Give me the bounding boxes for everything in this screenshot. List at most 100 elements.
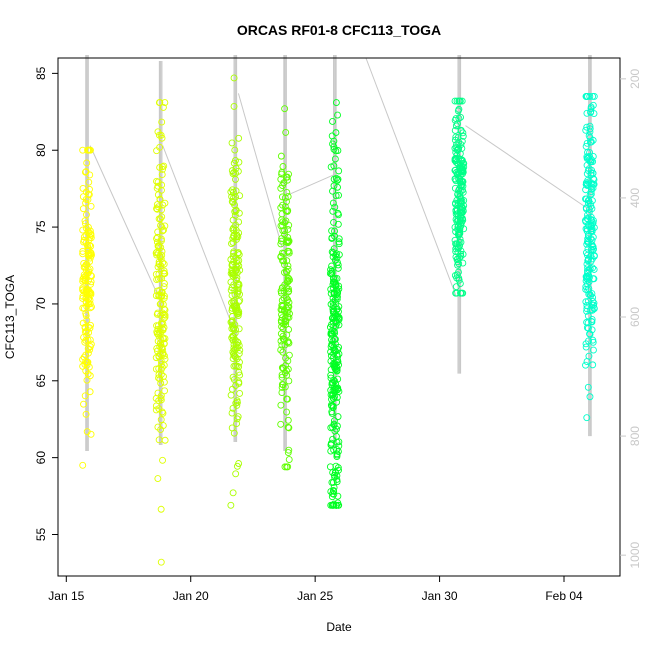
data-point bbox=[282, 128, 290, 136]
data-point bbox=[332, 501, 340, 509]
data-point bbox=[452, 210, 460, 218]
data-point bbox=[79, 461, 87, 469]
data-point bbox=[590, 180, 598, 188]
y2-tick-label: 600 bbox=[628, 307, 642, 327]
data-point bbox=[278, 371, 286, 379]
data-point bbox=[327, 270, 335, 278]
data-point bbox=[160, 260, 168, 268]
data-point bbox=[160, 373, 167, 380]
data-point bbox=[228, 321, 236, 329]
data-point bbox=[85, 268, 93, 276]
data-point bbox=[285, 446, 293, 454]
data-point bbox=[589, 136, 597, 144]
data-point bbox=[83, 159, 91, 167]
data-point bbox=[284, 288, 292, 296]
data-point bbox=[284, 225, 292, 233]
data-point bbox=[283, 173, 291, 181]
data-point bbox=[228, 260, 236, 268]
data-point bbox=[155, 242, 163, 250]
data-point bbox=[453, 141, 460, 149]
data-point bbox=[83, 294, 91, 302]
data-point bbox=[235, 379, 243, 387]
data-point bbox=[153, 248, 161, 256]
data-point bbox=[156, 215, 164, 223]
data-point bbox=[458, 204, 466, 212]
data-point bbox=[588, 197, 596, 205]
data-point bbox=[456, 280, 464, 287]
chart-title: ORCAS RF01-8 CFC113_TOGA bbox=[237, 22, 441, 38]
data-point bbox=[590, 176, 598, 184]
data-point bbox=[158, 223, 166, 231]
data-point bbox=[227, 391, 235, 399]
data-point bbox=[583, 123, 591, 131]
data-point bbox=[330, 322, 338, 330]
data-point bbox=[88, 303, 95, 311]
data-point bbox=[283, 408, 291, 416]
data-point bbox=[328, 327, 336, 335]
data-point bbox=[159, 301, 167, 308]
data-point bbox=[228, 284, 236, 292]
data-point bbox=[329, 118, 336, 125]
data-point bbox=[327, 357, 335, 365]
data-point bbox=[458, 215, 466, 223]
data-point bbox=[154, 325, 162, 333]
data-point bbox=[229, 336, 237, 344]
data-point bbox=[327, 352, 335, 360]
data-point bbox=[234, 309, 242, 317]
data-point bbox=[278, 193, 286, 201]
data-point bbox=[233, 362, 241, 370]
data-point bbox=[330, 175, 338, 183]
data-point bbox=[280, 179, 288, 187]
data-point bbox=[285, 238, 293, 246]
data-point bbox=[328, 227, 336, 235]
data-point bbox=[157, 394, 165, 402]
data-point bbox=[278, 169, 286, 176]
data-point bbox=[331, 227, 339, 235]
data-point bbox=[459, 132, 467, 140]
data-point bbox=[458, 137, 466, 145]
data-point bbox=[160, 283, 168, 291]
data-point bbox=[334, 175, 342, 183]
data-point bbox=[283, 463, 291, 471]
data-point bbox=[160, 352, 168, 360]
data-point bbox=[328, 340, 336, 348]
data-point bbox=[157, 222, 164, 229]
data-point bbox=[153, 205, 161, 213]
data-point bbox=[329, 187, 336, 195]
data-point bbox=[452, 206, 460, 214]
data-point bbox=[453, 274, 461, 282]
data-point bbox=[84, 345, 92, 353]
data-point bbox=[332, 469, 340, 477]
data-point bbox=[334, 183, 341, 191]
data-point bbox=[230, 226, 238, 234]
data-point bbox=[283, 207, 291, 215]
data-point bbox=[85, 236, 93, 244]
data-point bbox=[328, 267, 336, 275]
data-point bbox=[228, 325, 236, 333]
data-point bbox=[159, 163, 166, 171]
data-point bbox=[233, 274, 241, 282]
data-point bbox=[156, 196, 164, 204]
data-point bbox=[452, 253, 460, 261]
data-point bbox=[582, 126, 590, 134]
data-point bbox=[84, 227, 92, 235]
data-point bbox=[86, 372, 94, 380]
data-point bbox=[80, 288, 88, 296]
data-point bbox=[234, 344, 241, 352]
data-point bbox=[282, 317, 290, 325]
data-point bbox=[278, 341, 286, 349]
data-point bbox=[228, 409, 236, 417]
data-point bbox=[330, 218, 337, 226]
data-point bbox=[590, 275, 598, 283]
data-point bbox=[282, 354, 290, 362]
data-point bbox=[87, 289, 95, 297]
data-point bbox=[331, 279, 339, 287]
data-point bbox=[231, 336, 239, 344]
data-point bbox=[451, 157, 459, 165]
data-point bbox=[327, 290, 335, 297]
data-point bbox=[582, 298, 590, 306]
data-point bbox=[589, 294, 597, 301]
x-tick-label: Jan 30 bbox=[422, 589, 458, 603]
data-point bbox=[284, 338, 292, 346]
data-point bbox=[280, 294, 288, 302]
